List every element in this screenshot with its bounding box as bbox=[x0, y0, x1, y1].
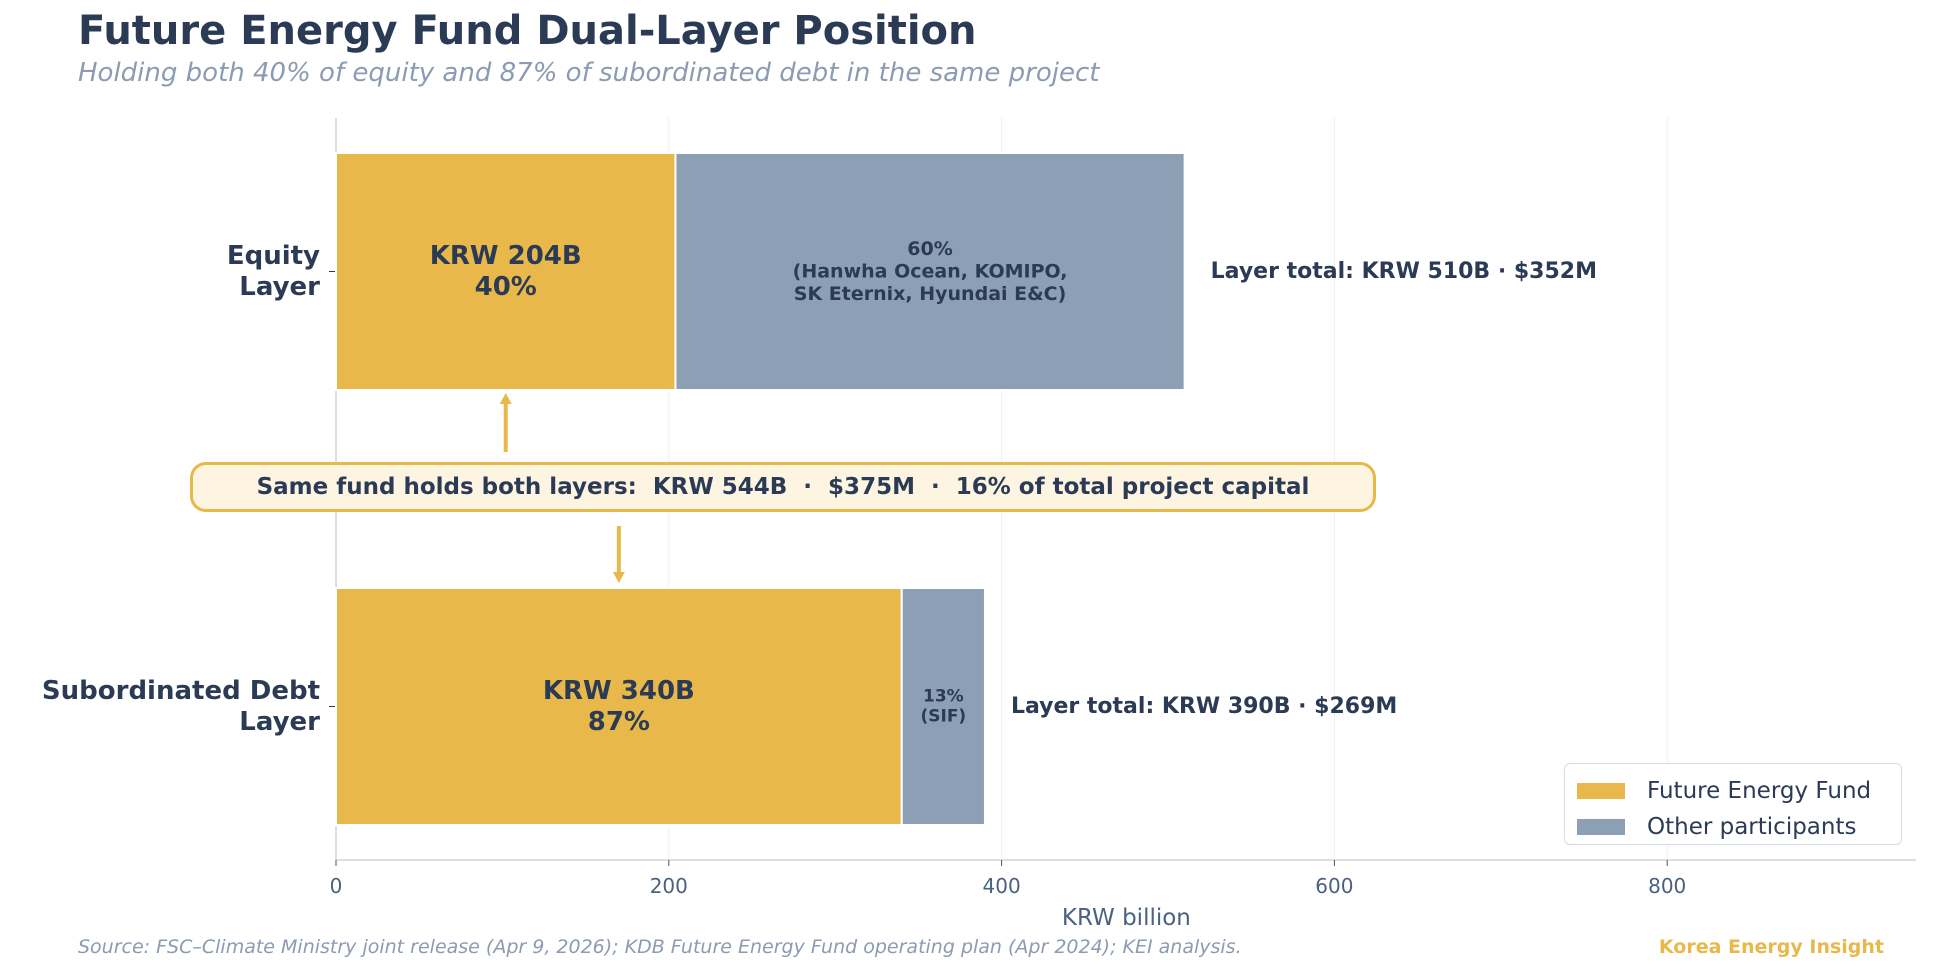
layer-total-1: Layer total: KRW 390B · $269M bbox=[1011, 694, 1397, 719]
x-tick-label-200: 200 bbox=[650, 874, 688, 898]
legend-swatch-others bbox=[1577, 819, 1625, 835]
bar-label-0-1-line-0: 60% bbox=[907, 238, 952, 260]
bar-0-0 bbox=[335, 152, 677, 391]
brand-label: Korea Energy Insight bbox=[1658, 936, 1884, 958]
bar-label-0-1-line-2: SK Eternix, Hyundai E&C) bbox=[794, 283, 1067, 305]
bar-label-0-0-line-1: 40% bbox=[475, 272, 537, 302]
bar-label-1-0: KRW 340B 87% bbox=[543, 676, 695, 737]
bar-label-1-0-line-0: KRW 340B bbox=[543, 676, 695, 706]
bar-label-1-1-line-0: 13% bbox=[923, 686, 964, 706]
source-note: Source: FSC–Climate Ministry joint relea… bbox=[78, 936, 1242, 958]
bar-label-1-1-line-1: (SIF) bbox=[920, 707, 966, 727]
x-tick-label-800: 800 bbox=[1648, 874, 1686, 898]
callout-box: Same fund holds both layers: KRW 544B · … bbox=[190, 462, 1376, 512]
x-tick-label-0: 0 bbox=[330, 874, 343, 898]
arrow-up-head bbox=[499, 393, 512, 404]
legend: Future Energy Fund Other participants bbox=[1564, 763, 1902, 845]
x-tick-label-400: 400 bbox=[983, 874, 1021, 898]
legend-label-others: Other participants bbox=[1647, 814, 1857, 840]
category-label-1: Subordinated Debt Layer bbox=[42, 676, 320, 737]
category-label-0: Equity Layer bbox=[227, 241, 320, 302]
x-axis-title: KRW billion bbox=[1062, 905, 1191, 931]
bar-label-1-1: 13% (SIF) bbox=[920, 686, 966, 726]
chart-subtitle: Holding both 40% of equity and 87% of su… bbox=[78, 58, 1100, 88]
bar-label-0-0: KRW 204B 40% bbox=[430, 241, 582, 302]
bar-1-1 bbox=[900, 587, 986, 826]
category-label-0-line-0: Equity bbox=[227, 241, 320, 271]
x-tick-label-600: 600 bbox=[1315, 874, 1353, 898]
bar-label-0-1: 60% (Hanwha Ocean, KOMIPO, SK Eternix, Hyu… bbox=[793, 238, 1068, 305]
legend-item-others: Other participants bbox=[1577, 814, 1856, 840]
bar-1-0 bbox=[335, 587, 903, 826]
legend-swatch-fund bbox=[1577, 783, 1625, 799]
chart-title: Future Energy Fund Dual-Layer Position bbox=[78, 8, 977, 54]
bar-label-1-0-line-1: 87% bbox=[588, 707, 650, 737]
bar-0-1 bbox=[674, 152, 1186, 391]
bar-label-0-0-line-0: KRW 204B bbox=[430, 241, 582, 271]
bar-label-0-1-line-1: (Hanwha Ocean, KOMIPO, bbox=[793, 261, 1068, 283]
arrow-down-head bbox=[612, 572, 625, 583]
category-label-1-line-0: Subordinated Debt bbox=[42, 676, 320, 706]
legend-item-fund: Future Energy Fund bbox=[1577, 778, 1871, 804]
category-label-1-line-1: Layer bbox=[239, 707, 320, 737]
legend-label-fund: Future Energy Fund bbox=[1647, 778, 1872, 804]
layer-total-0: Layer total: KRW 510B · $352M bbox=[1211, 259, 1597, 284]
category-label-0-line-1: Layer bbox=[239, 272, 320, 302]
